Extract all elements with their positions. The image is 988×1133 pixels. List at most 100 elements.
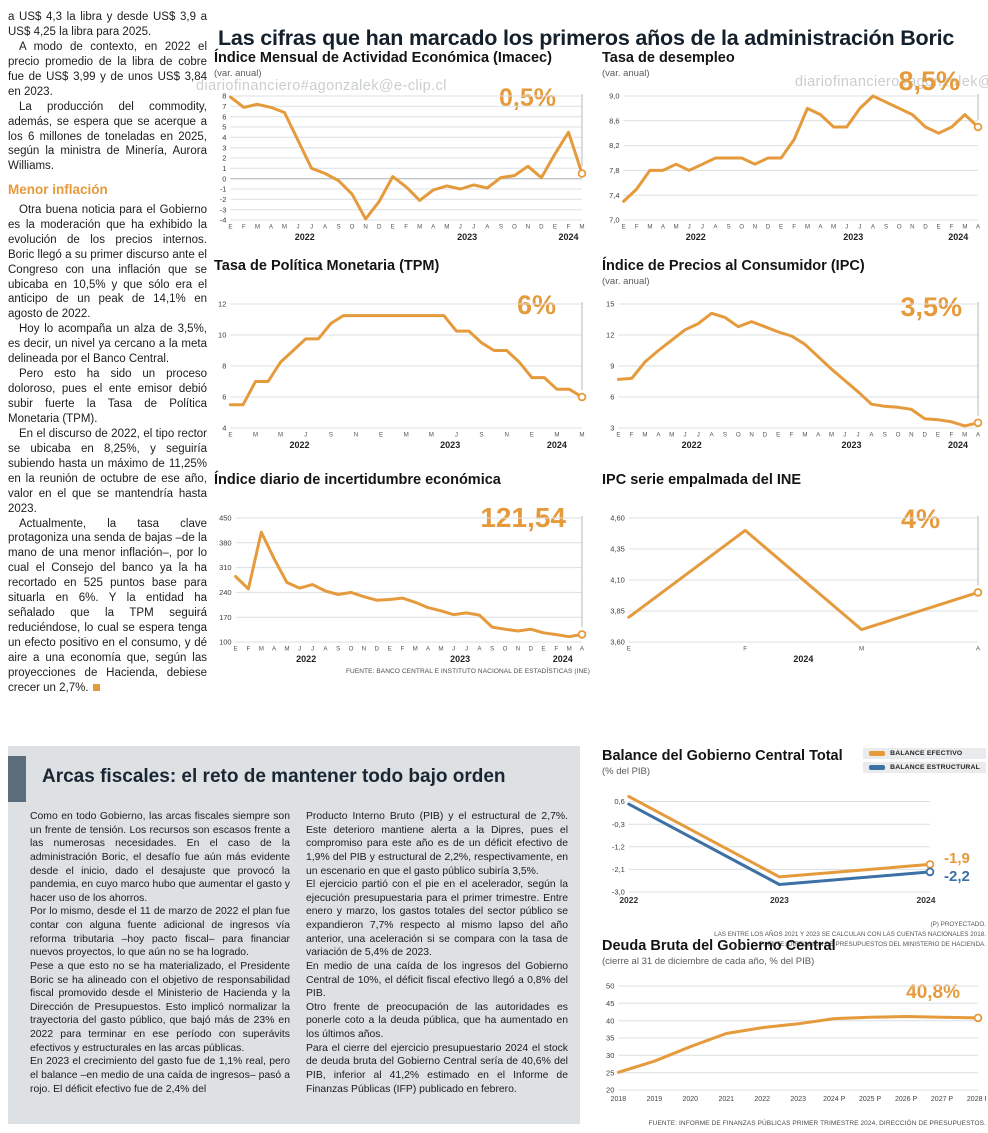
svg-text:F: F — [743, 646, 747, 653]
paragraph: FUENTE: DIRECCIÓN DE PRESUPUESTOS DEL MI… — [759, 940, 986, 948]
svg-text:F: F — [630, 432, 634, 439]
svg-text:E: E — [616, 432, 620, 439]
svg-text:2022: 2022 — [296, 654, 316, 664]
svg-text:310: 310 — [219, 563, 232, 572]
svg-text:240: 240 — [219, 588, 232, 597]
svg-text:3: 3 — [610, 424, 614, 433]
svg-text:S: S — [329, 432, 333, 439]
watermark-text: diariofinanciero#agonzalek@e-clip.cl — [196, 78, 447, 94]
legend-swatch-efectivo — [869, 751, 886, 756]
svg-text:E: E — [779, 224, 783, 231]
svg-text:3: 3 — [222, 143, 226, 152]
paragraph: LAS ENTRE LOS AÑOS 2021 Y 2023 SE CALCUL… — [714, 930, 986, 938]
svg-text:N: N — [526, 224, 530, 231]
legend-label: BALANCE ESTRUCTURAL — [890, 764, 980, 771]
svg-text:F: F — [554, 646, 558, 653]
svg-text:E: E — [553, 224, 557, 231]
svg-text:J: J — [304, 432, 307, 439]
svg-text:A: A — [661, 224, 666, 231]
svg-text:8: 8 — [222, 92, 226, 101]
svg-text:2026 P: 2026 P — [895, 1096, 918, 1103]
svg-text:12: 12 — [218, 300, 226, 309]
svg-text:A: A — [713, 224, 718, 231]
svg-text:D: D — [539, 224, 544, 231]
svg-text:2023: 2023 — [790, 1096, 806, 1103]
chart-title: Índice Mensual de Actividad Económica (I… — [214, 50, 552, 66]
svg-text:E: E — [622, 224, 626, 231]
svg-text:2019: 2019 — [647, 1096, 663, 1103]
svg-text:F: F — [567, 224, 571, 231]
svg-text:2024: 2024 — [793, 654, 813, 664]
paragraph: Como en todo Gobierno, las arcas fiscale… — [30, 811, 290, 904]
paragraph: A modo de contexto, en 2022 el precio pr… — [8, 40, 207, 98]
svg-text:2024 P: 2024 P — [917, 895, 938, 905]
svg-text:M: M — [831, 224, 836, 231]
svg-text:M: M — [962, 224, 967, 231]
chart-imacec: Índice Mensual de Actividad Económica (I… — [214, 50, 590, 250]
svg-text:1: 1 — [222, 164, 226, 173]
svg-text:E: E — [228, 224, 232, 231]
chart-title: Tasa de desempleo — [602, 50, 735, 66]
page-title: Las cifras que han marcado los primeros … — [218, 26, 955, 51]
paragraph: Para el cierre del ejercicio presupuesta… — [306, 1042, 568, 1095]
svg-text:5: 5 — [222, 123, 226, 132]
svg-text:E: E — [541, 646, 545, 653]
chart-callout: 0,5% — [499, 84, 556, 112]
svg-text:M: M — [674, 224, 679, 231]
svg-text:45: 45 — [606, 999, 614, 1008]
svg-text:A: A — [426, 646, 431, 653]
svg-text:A: A — [976, 224, 981, 231]
svg-text:F: F — [401, 646, 405, 653]
chart-desempleo: Tasa de desempleo (var. anual) 8,5% 9,0 8… — [602, 50, 986, 250]
chart-title: Tasa de Política Monetaria (TPM) — [214, 258, 440, 274]
svg-text:J: J — [858, 224, 861, 231]
svg-text:O: O — [896, 432, 901, 439]
svg-text:50: 50 — [606, 982, 614, 991]
svg-text:J: J — [683, 432, 686, 439]
svg-text:-2: -2 — [220, 195, 227, 204]
svg-text:8: 8 — [222, 362, 226, 371]
svg-text:S: S — [883, 432, 887, 439]
svg-text:J: J — [452, 646, 455, 653]
legend-item-efectivo: BALANCE EFECTIVO — [863, 748, 986, 759]
svg-text:2024: 2024 — [558, 232, 578, 242]
svg-text:2027 P: 2027 P — [931, 1096, 954, 1103]
svg-text:J: J — [857, 432, 860, 439]
chart-title: IPC serie empalmada del INE — [602, 472, 802, 488]
svg-text:6: 6 — [610, 393, 614, 402]
svg-text:15: 15 — [606, 300, 614, 309]
chart-ipc-ine: IPC serie empalmada del INE 4% 4,60 4,35 4… — [602, 472, 986, 672]
svg-text:-3: -3 — [220, 205, 227, 214]
svg-text:J: J — [697, 432, 700, 439]
svg-text:10: 10 — [218, 331, 226, 340]
svg-text:E: E — [627, 646, 631, 653]
svg-text:3,60: 3,60 — [610, 638, 625, 647]
svg-text:2025 P: 2025 P — [859, 1096, 882, 1103]
svg-text:M: M — [429, 432, 434, 439]
svg-text:O: O — [512, 224, 517, 231]
svg-text:2023: 2023 — [450, 654, 470, 664]
svg-text:M: M — [413, 646, 418, 653]
fiscal-column-2: Producto Interno Bruto (PIB) y el estruc… — [306, 810, 568, 1096]
svg-text:7,8: 7,8 — [609, 166, 619, 175]
svg-text:E: E — [776, 432, 780, 439]
svg-text:M: M — [805, 224, 810, 231]
svg-text:7,0: 7,0 — [609, 216, 619, 225]
svg-text:S: S — [336, 646, 340, 653]
svg-text:4,35: 4,35 — [610, 545, 625, 554]
svg-text:F: F — [242, 224, 246, 231]
svg-text:2024: 2024 — [948, 440, 968, 450]
svg-text:A: A — [580, 646, 585, 653]
chart-incertidumbre: Índice diario de incertidumbre económica… — [214, 472, 590, 672]
svg-text:0: 0 — [222, 174, 226, 183]
svg-text:F: F — [792, 224, 796, 231]
fiscal-section: Arcas fiscales: el reto de mantener todo… — [8, 746, 580, 1124]
svg-text:S: S — [727, 224, 731, 231]
svg-text:2023: 2023 — [841, 440, 861, 450]
svg-text:D: D — [763, 432, 768, 439]
chart-subtitle: (var. anual) — [602, 68, 650, 79]
svg-text:M: M — [417, 224, 422, 231]
